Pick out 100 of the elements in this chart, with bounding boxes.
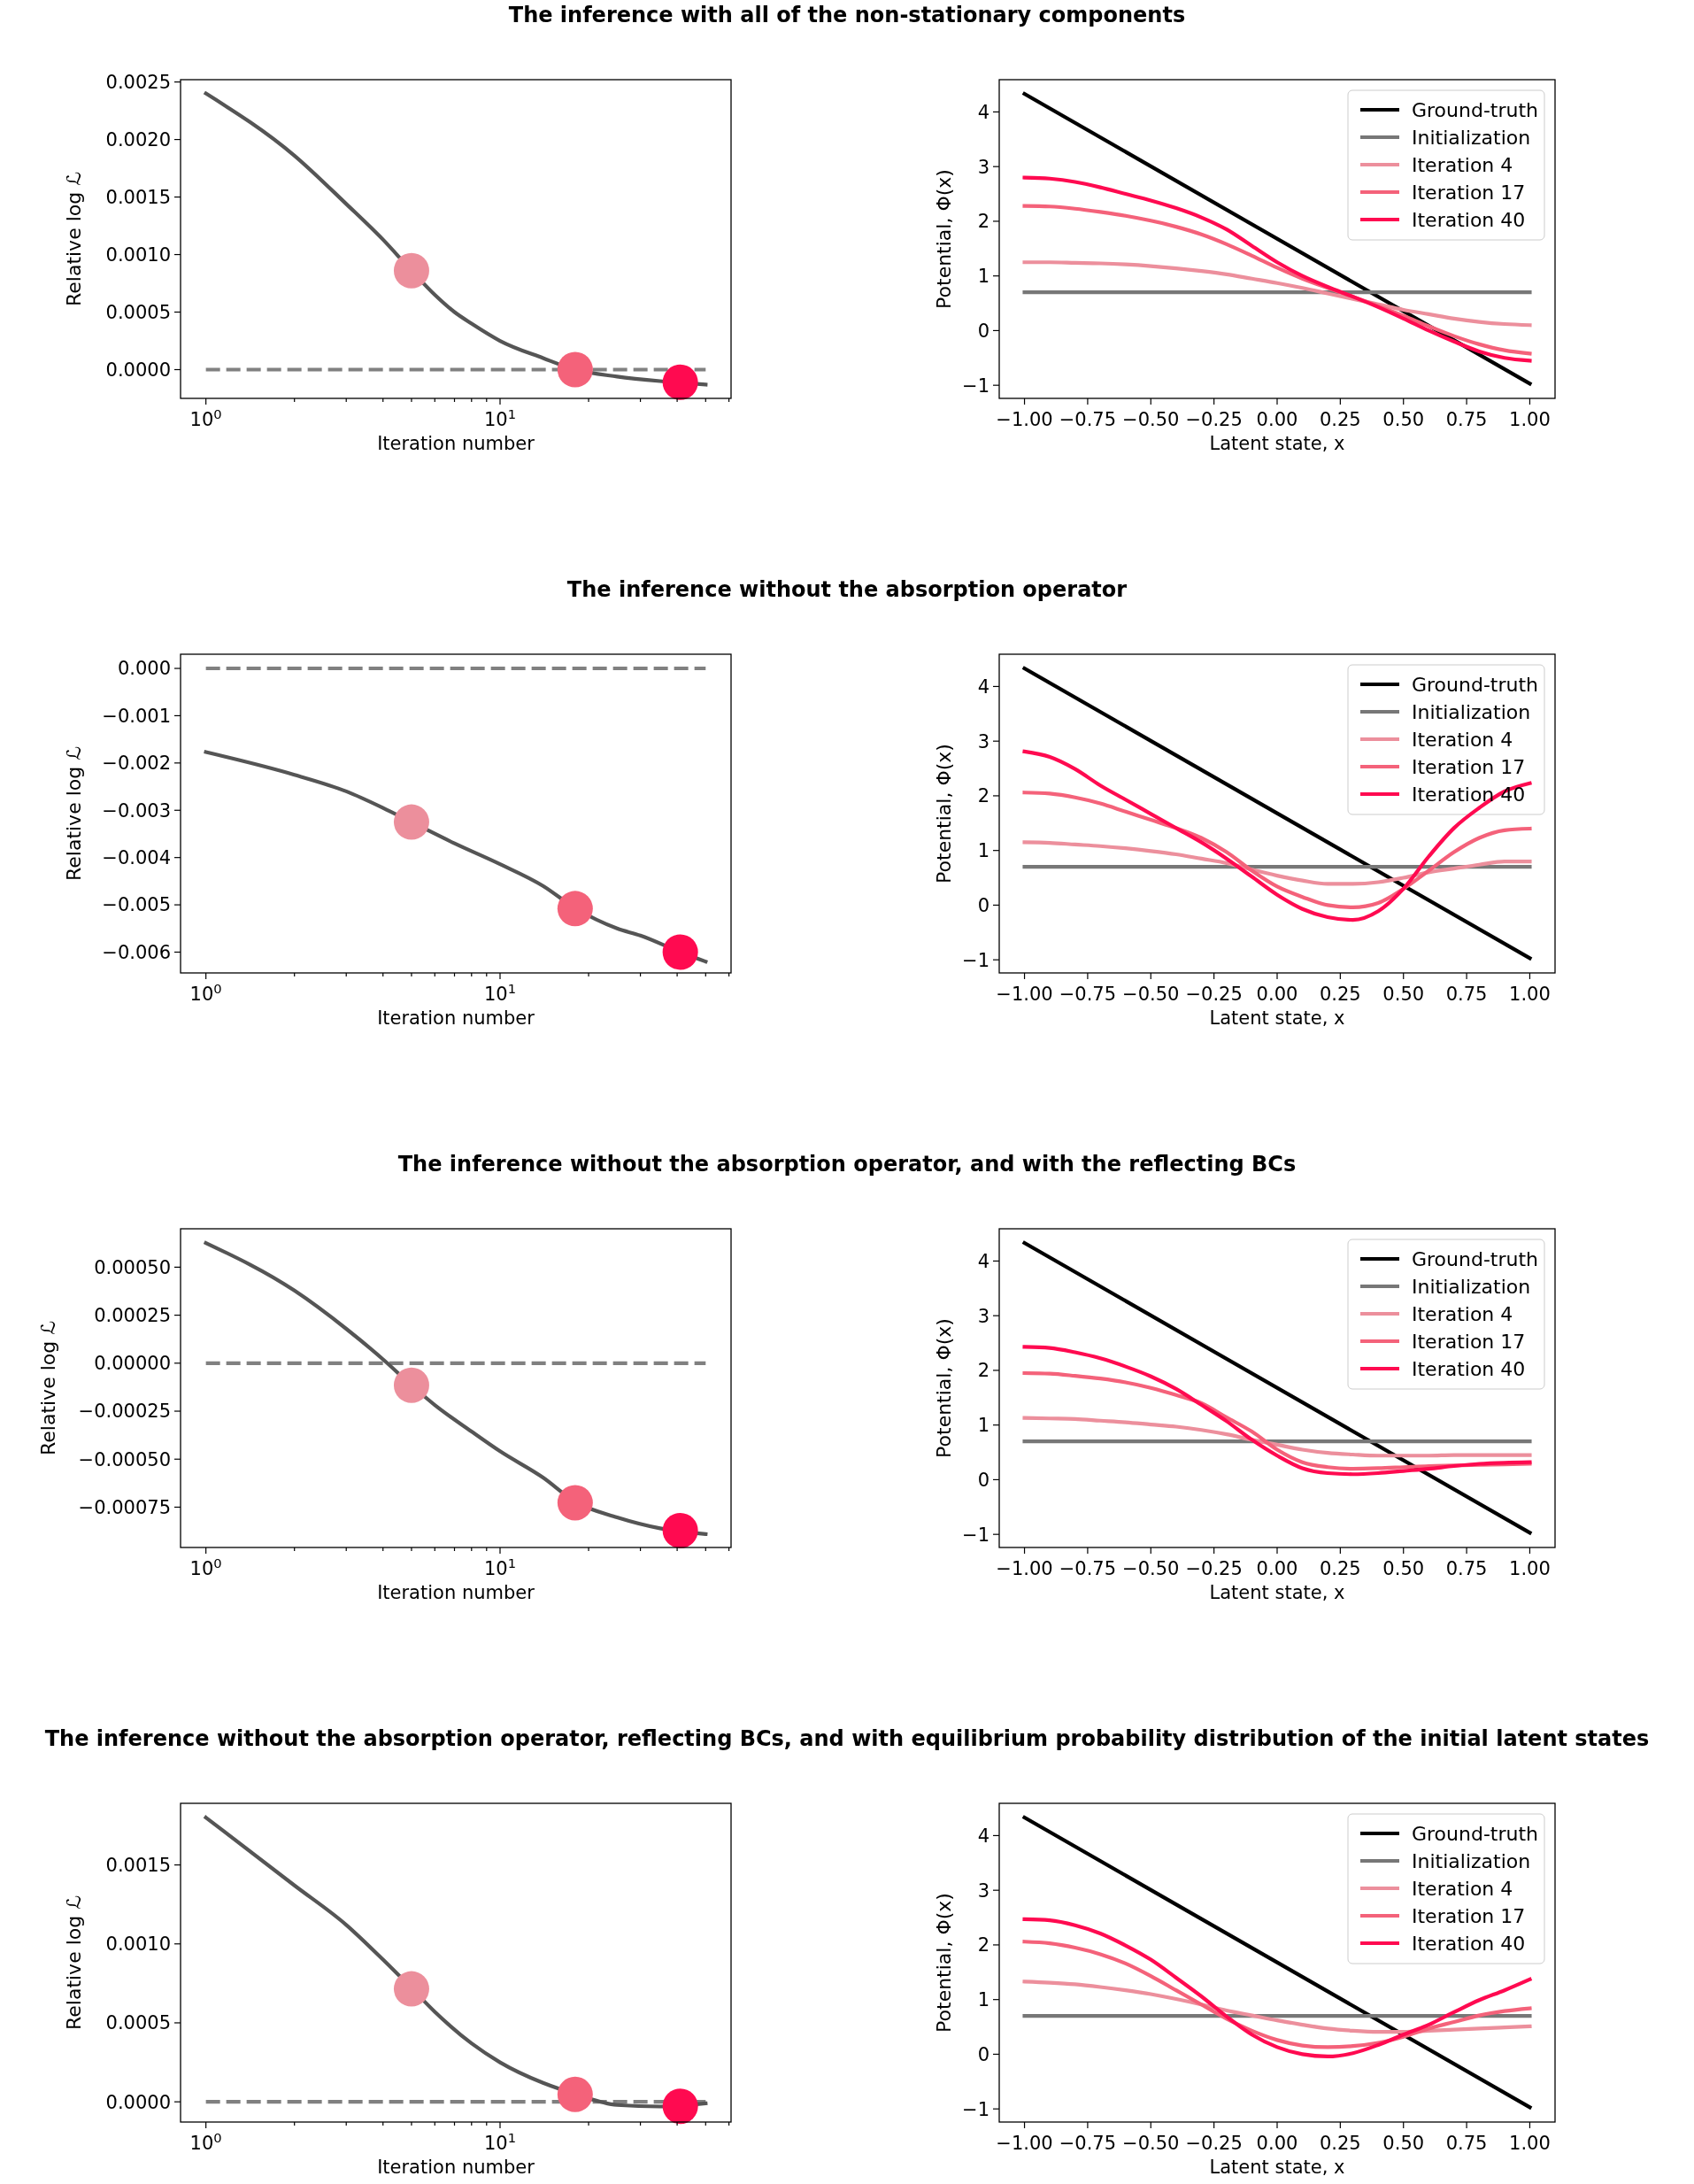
y-axis-title: Relative log ℒ <box>63 745 85 882</box>
x-tick-label: 10$^{1}$ <box>483 1555 517 1579</box>
y-tick-label: 1 <box>977 840 989 862</box>
y-tick-label: 2 <box>977 1360 989 1382</box>
legend-label: Iteration 4 <box>1412 153 1513 176</box>
line-series <box>1022 840 1532 886</box>
text: The inference without the absorption operator <box>566 577 1128 602</box>
y-axis-title: Potential, Φ(x) <box>933 169 955 309</box>
legend-label: Iteration 17 <box>1412 1330 1526 1353</box>
x-tick-label: 0.25 <box>1319 984 1361 1005</box>
x-axis-title: Iteration number <box>377 433 535 454</box>
legend-label: Ground-truth <box>1412 1822 1539 1845</box>
text: The inference without the absorption operator, reflecting BCs, and with equilibrium probability distribution of the initial latent states <box>44 1726 1650 1751</box>
y-axis-title: Potential, Φ(x) <box>933 1893 955 2033</box>
y-tick-label: 0 <box>977 2043 989 2065</box>
x-tick-label: −1.00 <box>996 409 1053 430</box>
y-tick-label: 2 <box>977 785 989 807</box>
y-tick-label: −1 <box>962 2098 989 2120</box>
line-series <box>1022 1416 1532 1458</box>
x-tick-label: 0.25 <box>1319 1558 1361 1579</box>
x-tick-label: 0.25 <box>1319 409 1361 430</box>
y-tick-label: 0 <box>977 320 989 342</box>
y-tick-label: 0.0000 <box>105 2091 171 2113</box>
y-tick-label: −1 <box>962 374 989 397</box>
y-axis-title: Relative log ℒ <box>37 1320 59 1456</box>
y-tick-label: 4 <box>977 675 989 698</box>
y-tick-label: 2 <box>977 1934 989 1956</box>
x-tick-label: −0.75 <box>1059 1558 1117 1579</box>
legend-label: Ground-truth <box>1412 1247 1539 1270</box>
legend-label: Ground-truth <box>1412 673 1539 696</box>
x-tick-label: 0.50 <box>1382 2133 1425 2154</box>
y-tick-label: −0.00075 <box>78 1496 171 1518</box>
y-tick-label: −0.005 <box>102 894 171 916</box>
y-tick-label: 3 <box>977 1305 989 1327</box>
x-tick-label: 0.00 <box>1256 2133 1298 2154</box>
line-series <box>1022 749 1532 922</box>
x-tick-label: −0.75 <box>1059 409 1117 430</box>
x-tick-label: −0.75 <box>1059 984 1117 1005</box>
y-tick-label: 0.00000 <box>94 1353 171 1375</box>
y-tick-label: 0.0000 <box>105 359 171 381</box>
y-tick-label: 4 <box>977 101 989 123</box>
line-series <box>1022 260 1532 328</box>
x-tick-label: −0.25 <box>1185 984 1243 1005</box>
x-tick-label: 0.50 <box>1382 409 1425 430</box>
y-tick-label: 0.0015 <box>105 186 171 208</box>
x-tick-label: 0.00 <box>1256 984 1298 1005</box>
y-tick-label: 0.000 <box>117 658 171 680</box>
legend-label: Iteration 4 <box>1412 728 1513 751</box>
x-axis-title: Iteration number <box>377 1582 535 1603</box>
x-tick-label: 0.00 <box>1256 409 1298 430</box>
legend-label: Initialization <box>1412 700 1531 723</box>
y-axis-title: Potential, Φ(x) <box>933 1318 955 1458</box>
x-tick-label: −1.00 <box>996 2133 1053 2154</box>
legend-label: Iteration 40 <box>1412 783 1526 806</box>
y-tick-label: −0.00025 <box>78 1401 171 1423</box>
x-tick-label: 1.00 <box>1509 984 1551 1005</box>
x-tick-label: −0.75 <box>1059 2133 1117 2154</box>
x-tick-label: −0.25 <box>1185 1558 1243 1579</box>
x-tick-label: 10$^{0}$ <box>189 405 222 430</box>
x-tick-label: 10$^{1}$ <box>483 405 517 430</box>
x-tick-label: 0.50 <box>1382 984 1425 1005</box>
legend-label: Iteration 4 <box>1412 1877 1513 1900</box>
x-axis-title: Latent state, x <box>1209 433 1345 454</box>
x-tick-label: 10$^{1}$ <box>483 2129 517 2154</box>
legend-label: Iteration 4 <box>1412 1302 1513 1325</box>
y-tick-label: 0 <box>977 894 989 916</box>
legend-label: Initialization <box>1412 1275 1531 1298</box>
x-tick-label: −0.50 <box>1122 409 1180 430</box>
legend-label: Iteration 40 <box>1412 1357 1526 1380</box>
x-tick-label: 0.75 <box>1445 2133 1488 2154</box>
legend-label: Iteration 17 <box>1412 755 1526 778</box>
y-axis-title: Relative log ℒ <box>63 171 85 307</box>
y-tick-label: −0.001 <box>102 705 171 727</box>
x-tick-label: 0.75 <box>1445 984 1488 1005</box>
x-tick-label: 0.25 <box>1319 2133 1361 2154</box>
y-tick-label: −0.006 <box>102 941 171 963</box>
y-tick-label: 1 <box>977 1989 989 2011</box>
x-axis-title: Iteration number <box>377 1007 535 1029</box>
x-axis-title: Latent state, x <box>1209 1007 1345 1029</box>
x-tick-label: 10$^{0}$ <box>189 1555 222 1579</box>
y-tick-label: 0.0005 <box>105 2012 171 2034</box>
x-tick-label: 0.50 <box>1382 1558 1425 1579</box>
x-tick-label: 10$^{1}$ <box>483 980 517 1005</box>
x-tick-label: 0.75 <box>1445 409 1488 430</box>
y-tick-label: −0.003 <box>102 799 171 822</box>
y-tick-label: 0.0015 <box>105 1854 171 1876</box>
y-tick-label: 0.0005 <box>105 301 171 323</box>
y-tick-label: −1 <box>962 1524 989 1546</box>
y-tick-label: 4 <box>977 1250 989 1272</box>
legend-label: Ground-truth <box>1412 98 1539 121</box>
y-axis-title: Potential, Φ(x) <box>933 744 955 884</box>
y-tick-label: 0.00050 <box>94 1256 171 1278</box>
y-tick-label: 2 <box>977 211 989 233</box>
y-tick-label: 3 <box>977 1879 989 1902</box>
x-tick-label: −0.50 <box>1122 2133 1180 2154</box>
legend-label: Initialization <box>1412 1849 1531 1872</box>
y-tick-label: −0.004 <box>102 847 171 869</box>
y-tick-label: 0.0025 <box>105 71 171 93</box>
x-tick-label: −0.25 <box>1185 409 1243 430</box>
x-tick-label: −0.25 <box>1185 2133 1243 2154</box>
